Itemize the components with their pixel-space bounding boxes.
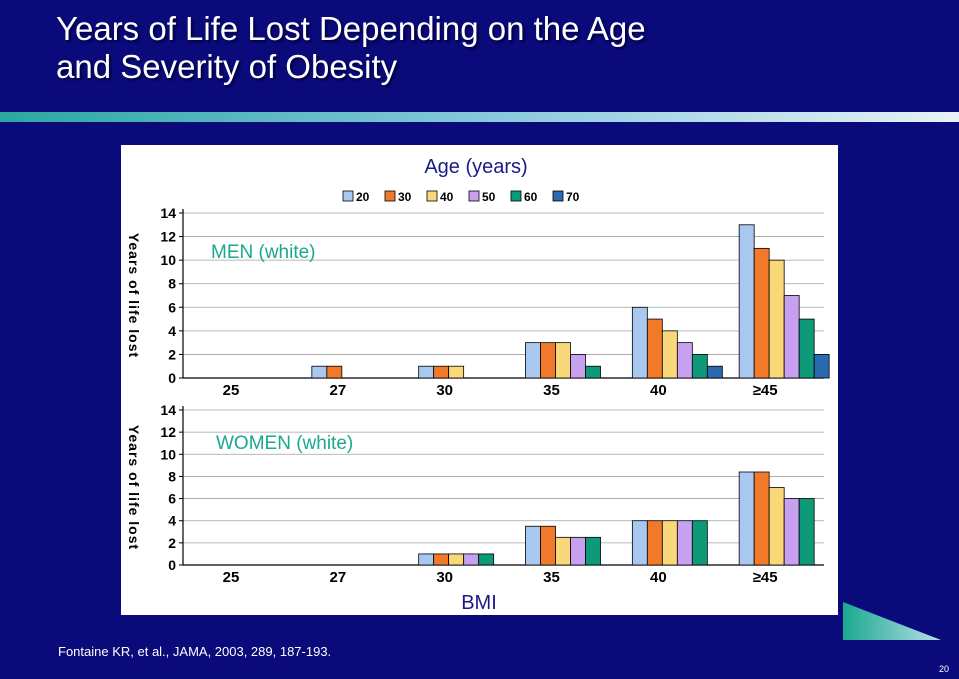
x-tick-label: ≥45 xyxy=(753,382,778,399)
x-tick-label: 30 xyxy=(436,569,453,586)
y-tick-label: 2 xyxy=(168,535,176,551)
bar-60->45 xyxy=(798,318,815,379)
legend-label-70: 70 xyxy=(566,190,580,204)
bar-30-30 xyxy=(433,553,450,566)
panel-label: MEN (white) xyxy=(211,242,316,263)
bar-70-40 xyxy=(706,365,723,379)
x-tick-label: 27 xyxy=(329,382,346,399)
legend-label-60: 60 xyxy=(524,190,538,204)
bar-30->45 xyxy=(753,471,770,566)
citation-text: Fontaine KR, et al., JAMA, 2003, 289, 18… xyxy=(58,644,332,659)
y-tick-label: 4 xyxy=(168,323,176,339)
bar-20-40 xyxy=(631,306,648,379)
y-tick-label: 14 xyxy=(160,402,176,418)
y-tick-label: 8 xyxy=(168,276,176,292)
y-tick-label: 10 xyxy=(160,446,176,462)
chart-panel: Age (years) 20 30 40 50 60 70 0 2 4 6 8 10 12 14 Years … xyxy=(121,145,838,615)
chart-title: Age (years) xyxy=(424,156,527,178)
legend-swatch-20 xyxy=(342,190,354,202)
bar-50->45 xyxy=(783,498,800,566)
bar-60->45 xyxy=(798,498,815,566)
bar-30-27 xyxy=(326,365,343,379)
y-tick-label: 6 xyxy=(168,299,176,315)
legend-swatch-40 xyxy=(426,190,438,202)
bar-50->45 xyxy=(783,295,800,379)
legend-swatch-70 xyxy=(552,190,564,202)
bar-60-35 xyxy=(585,536,601,566)
bar-40-40 xyxy=(661,330,678,379)
bar-20-40 xyxy=(631,520,648,566)
bar-30-30 xyxy=(433,365,450,379)
x-tick-label: 35 xyxy=(543,382,560,399)
bar-20-30 xyxy=(418,553,435,566)
bar-60-40 xyxy=(691,520,708,566)
bar-60-35 xyxy=(585,365,601,379)
bar-40-35 xyxy=(555,536,571,566)
bar-50-40 xyxy=(676,342,693,379)
x-axis-label: BMI xyxy=(461,592,497,614)
y-tick-label: 10 xyxy=(160,252,176,268)
slide-title: Years of Life Lost Depending on the Age … xyxy=(56,10,856,86)
bar-40-40 xyxy=(661,520,678,566)
legend-swatch-60 xyxy=(510,190,522,202)
bar-20->45 xyxy=(738,471,755,566)
bar-20-27 xyxy=(311,365,328,379)
x-tick-label: 40 xyxy=(650,382,667,399)
bar-20-35 xyxy=(525,525,541,566)
y-tick-label: 0 xyxy=(168,557,176,573)
bar-70->45 xyxy=(813,354,830,379)
y-tick-label: 2 xyxy=(168,346,176,362)
bar-40-30 xyxy=(448,365,465,379)
legend-label-50: 50 xyxy=(482,190,496,204)
bar-40->45 xyxy=(768,259,785,379)
panel-label: WOMEN (white) xyxy=(216,433,353,454)
bar-40-35 xyxy=(555,342,571,379)
bar-50-40 xyxy=(676,520,693,566)
bar-30-35 xyxy=(540,342,556,379)
bar-30-40 xyxy=(646,520,663,566)
bar-20->45 xyxy=(738,224,755,379)
legend-label-30: 30 xyxy=(398,190,412,204)
y-tick-label: 8 xyxy=(168,468,176,484)
bar-20-35 xyxy=(525,342,541,379)
y-axis-label: Years of life lost xyxy=(126,233,142,358)
bar-30-35 xyxy=(540,525,556,566)
y-tick-label: 4 xyxy=(168,513,176,529)
bar-30-40 xyxy=(646,318,663,379)
page-number: 20 xyxy=(938,664,949,674)
x-tick-label: 25 xyxy=(223,569,240,586)
x-tick-label: 40 xyxy=(650,569,667,586)
chart-svg: Age (years)20 30 40 50 60 7002468101214Years … xyxy=(126,156,830,614)
y-tick-label: 12 xyxy=(160,424,176,440)
bar-30->45 xyxy=(753,247,770,379)
title-underline-bar xyxy=(0,112,959,122)
decorative-triangle xyxy=(843,602,941,640)
legend-swatch-30 xyxy=(384,190,396,202)
y-tick-label: 0 xyxy=(168,370,176,386)
x-tick-label: 30 xyxy=(436,382,453,399)
bar-50-30 xyxy=(463,553,480,566)
slide-title-line-1: Years of Life Lost Depending on the Age xyxy=(56,10,646,47)
y-tick-label: 14 xyxy=(160,205,176,221)
slide-title-line-2: and Severity of Obesity xyxy=(56,48,398,85)
bar-50-35 xyxy=(570,354,586,379)
bar-40->45 xyxy=(768,487,785,566)
bar-60-40 xyxy=(691,354,708,379)
y-tick-label: 6 xyxy=(168,491,176,507)
bar-20-30 xyxy=(418,365,435,379)
x-tick-label: 27 xyxy=(329,569,346,586)
bar-40-30 xyxy=(448,553,465,566)
y-axis-label: Years of life lost xyxy=(126,425,142,550)
x-tick-label: 25 xyxy=(223,382,240,399)
x-tick-label: 35 xyxy=(543,569,560,586)
legend-label-20: 20 xyxy=(356,190,370,204)
x-tick-label: ≥45 xyxy=(753,569,778,586)
legend-label-40: 40 xyxy=(440,190,454,204)
legend-swatch-50 xyxy=(468,190,480,202)
y-tick-label: 12 xyxy=(160,229,176,245)
bar-50-35 xyxy=(570,536,586,566)
bar-60-30 xyxy=(478,553,495,566)
